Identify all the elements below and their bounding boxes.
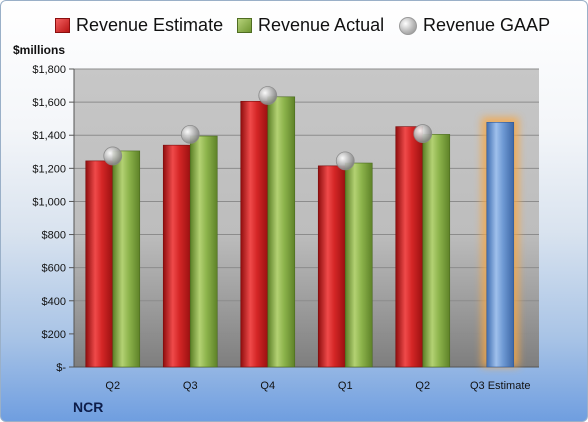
bar-revenue-actual [422, 134, 451, 368]
x-category-label: Q1 [338, 380, 353, 392]
marker-revenue-gaap [335, 151, 355, 171]
marker-revenue-gaap [180, 124, 200, 144]
bar-revenue-actual [267, 96, 296, 368]
bar-revenue-estimate [85, 160, 114, 368]
y-tick-label: $- [56, 362, 66, 374]
y-tick-label: $600 [42, 263, 66, 275]
y-tick-label: $800 [42, 230, 66, 242]
legend-item-actual: Revenue Actual [237, 15, 384, 36]
bar-revenue-estimate [240, 100, 269, 368]
legend-item-estimate: Revenue Estimate [55, 15, 223, 36]
x-category-label: Q4 [260, 380, 275, 392]
marker-revenue-gaap [258, 86, 278, 105]
x-category-label: Q3 Estimate [470, 380, 531, 392]
y-tick-label: $1,400 [32, 130, 66, 142]
bar-revenue-estimate [395, 126, 424, 368]
legend-label-gaap: Revenue GAAP [423, 15, 551, 35]
bar-revenue-actual [189, 135, 218, 368]
company-ticker: NCR [73, 399, 104, 415]
legend-label-estimate: Revenue Estimate [76, 15, 224, 35]
bar-revenue-estimate [317, 165, 346, 368]
x-category-label: Q2 [415, 380, 430, 392]
bar-revenue-actual [112, 150, 141, 368]
y-tick-label: $1,800 [32, 64, 66, 76]
x-category-label: Q2 [105, 380, 120, 392]
marker-revenue-gaap [413, 124, 433, 143]
bar-revenue-actual [344, 162, 373, 368]
x-category-label: Q3 [183, 380, 198, 392]
y-tick-label: $200 [42, 329, 66, 341]
marker-revenue-gaap [103, 146, 123, 166]
plot-area [74, 69, 539, 367]
legend-item-gaap: Revenue GAAP [399, 15, 550, 36]
y-tick-label: $1,000 [32, 196, 66, 208]
legend-label-actual: Revenue Actual [258, 15, 385, 35]
legend-swatch-estimate [55, 18, 70, 33]
legend: Revenue Estimate Revenue Actual Revenue … [1, 15, 587, 39]
y-tick-label: $1,200 [32, 163, 66, 175]
y-axis-unit-label: $millions [13, 43, 66, 57]
bar-q3-estimate [486, 122, 515, 368]
y-tick-label: $400 [42, 296, 66, 308]
y-tick-label: $1,600 [32, 97, 66, 109]
bar-revenue-estimate [162, 144, 191, 368]
legend-swatch-actual [237, 18, 252, 33]
legend-swatch-gaap [399, 16, 417, 35]
